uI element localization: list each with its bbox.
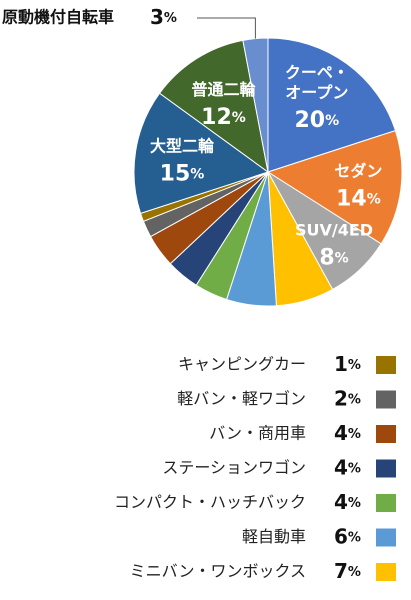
pie-slice [267,37,397,173]
slice-value: 14% [336,186,381,211]
slice-label: 原動機付自転車 [2,8,114,27]
legend-swatch [376,528,396,547]
legend-swatch [376,356,396,374]
legend-swatch [376,390,396,409]
legend-label: バン・商用車 [209,424,306,443]
legend-value: 4% [334,490,361,514]
legend-swatch [376,563,396,581]
slice-label: クーペ・オープン [285,62,349,101]
legend-label: コンパクト・ハッチバック [114,493,306,512]
pie-slice [158,39,269,174]
slice-label: 普通二輪 [191,79,256,98]
slice-value: 15% [160,161,205,186]
pie-slice [266,129,403,245]
slice-label: セダン [334,161,382,180]
pie-slice [133,92,270,215]
legend-swatch [376,425,396,443]
slice-label: SUV/4ED [295,220,373,239]
leader-line [197,17,256,39]
legend-value: 7% [334,559,361,583]
legend-label: 軽自動車 [242,527,306,546]
legend-value: 2% [334,386,361,410]
legend-label: キャンピングカー [178,355,306,374]
slice-value: 3% [150,5,177,29]
slice-label: 大型二輪 [150,136,215,155]
legend-value: 6% [334,524,361,548]
slice-value: 20% [295,108,340,133]
slice-value: 12% [201,105,246,130]
legend-value: 4% [334,455,361,479]
slice-value: 8% [319,245,348,270]
legend-swatch [376,459,396,478]
legend-label: ステーションワゴン [162,458,306,477]
legend-swatch [376,494,396,512]
legend-value: 4% [334,421,361,445]
legend-label: ミニバン・ワンボックス [130,562,306,581]
legend-value: 1% [334,352,361,376]
legend-label: 軽バン・軽ワゴン [177,389,306,408]
